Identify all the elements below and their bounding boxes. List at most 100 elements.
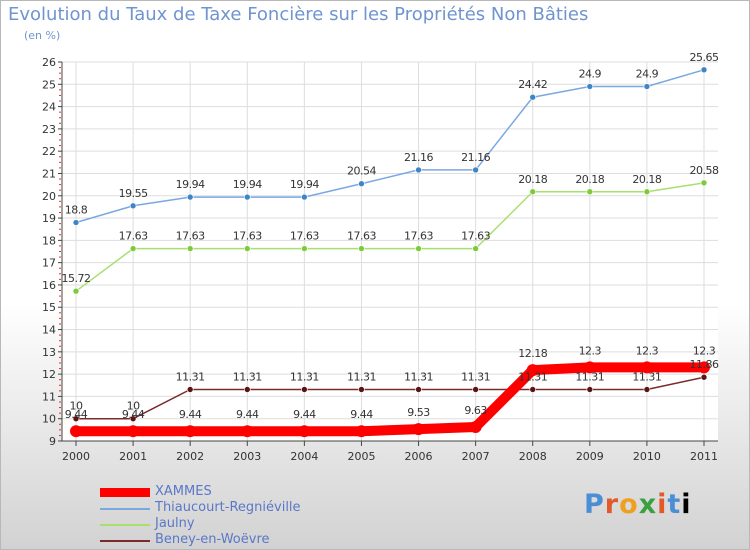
data-label: 12.3 [636,344,659,357]
data-point [529,386,537,393]
data-point [301,386,308,393]
data-label: 9.53 [407,406,430,419]
data-point [640,361,653,374]
data-label: 10 [127,400,140,413]
data-point [186,245,194,252]
y-tick-label: 21 [42,167,56,180]
logo-letter: r [604,489,620,520]
data-label: 11.31 [632,371,661,384]
data-point [186,386,194,393]
data-label: 15.72 [62,272,91,285]
data-point [415,166,422,174]
y-tick-label: 18 [42,234,56,247]
data-point [472,386,479,393]
data-point [529,93,537,101]
data-point [472,245,479,252]
data-label: 12.3 [579,344,602,357]
data-label: 17.63 [404,230,433,243]
data-label: 9.44 [293,408,316,421]
data-point [643,83,651,90]
series-line [71,362,709,437]
logo-letter: P [584,489,605,520]
x-tick-label: 2002 [176,450,204,463]
data-label: 12.3 [693,344,716,357]
data-label: 19.55 [119,187,148,200]
data-point [412,423,425,436]
data-label: 19.94 [176,178,205,191]
data-point [129,202,137,210]
data-point [129,415,137,423]
data-label: 9.44 [350,408,373,421]
data-point [70,425,82,438]
data-label: 12.18 [518,347,547,360]
legend-swatch-xammes [100,488,150,497]
data-label: 17.63 [347,230,376,243]
data-label: 17.63 [290,230,319,243]
data-point [469,420,482,433]
data-label: 11.31 [347,371,376,384]
data-label: 18.8 [65,204,88,217]
data-point [643,188,651,196]
data-point [583,361,596,374]
x-tick-label: 2007 [462,450,490,463]
data-label: 9.44 [236,408,259,421]
data-label: 9.44 [179,408,202,421]
data-point [301,245,308,252]
legend-swatch-jaulny [100,524,150,526]
y-tick-label: 24 [42,101,56,114]
chart-unit-label: (en %) [24,29,61,42]
data-label: 17.63 [119,230,148,243]
data-label: 19.94 [233,178,262,191]
logo-letter: i [681,489,692,520]
y-tick-label: 17 [42,257,56,270]
data-point [298,425,311,438]
data-point [700,373,708,381]
data-point [586,386,594,393]
data-label: 9.63 [464,404,487,417]
data-label: 25.65 [690,51,719,64]
y-tick-label: 22 [42,145,56,158]
data-label: 20.18 [518,173,547,186]
data-point [700,179,708,187]
data-point [243,386,251,393]
data-point [358,386,365,393]
logo-letter: t [667,489,682,520]
data-point [643,386,651,393]
data-point [72,415,80,423]
data-label: 11.31 [575,371,604,384]
data-point [415,386,422,393]
data-point [529,188,537,196]
y-tick-label: 19 [42,212,56,225]
data-label: 11.31 [518,371,547,384]
chart-title: Evolution du Taux de Taxe Foncière sur l… [8,4,589,25]
y-tick-label: 12 [42,368,56,381]
data-label: 17.63 [461,230,490,243]
logo-letter: x [638,489,658,520]
data-label: 20.58 [690,164,719,177]
y-tick-label: 14 [42,324,56,337]
y-tick-label: 10 [42,413,56,426]
x-tick-label: 2004 [290,450,318,463]
data-point [129,245,137,252]
y-tick-label: 23 [42,123,56,136]
y-tick-label: 25 [42,78,56,91]
data-label: 11.31 [233,371,262,384]
data-label: 10 [70,400,83,413]
data-label: 21.16 [461,151,490,164]
data-label: 9.44 [65,408,88,421]
data-point [700,66,708,74]
data-label: 17.63 [233,230,262,243]
data-label: 20.18 [575,173,604,186]
x-tick-label: 2000 [62,450,90,463]
data-point [243,193,251,201]
data-label: 11.86 [690,358,719,371]
data-point [186,193,194,201]
data-point [184,425,197,438]
data-point [586,188,594,196]
data-label: 11.31 [461,371,490,384]
series-line [75,182,705,292]
series-line [75,69,705,224]
data-point [127,425,140,438]
data-label: 24.9 [579,68,602,81]
